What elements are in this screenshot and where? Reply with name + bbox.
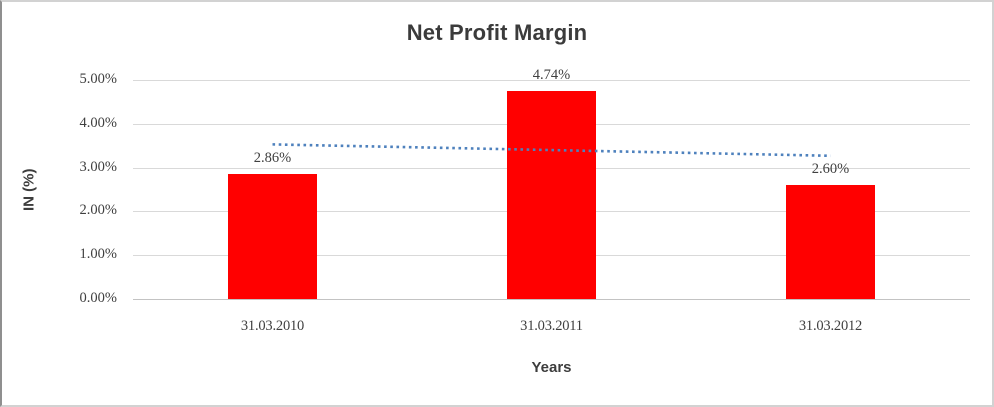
y-tick-label: 0.00% [79, 290, 117, 306]
bar-data-label: 4.74% [532, 67, 571, 84]
bar-data-label: 2.86% [253, 149, 292, 166]
y-axis-title: IN (%) [20, 168, 38, 211]
chart-title: Net Profit Margin [406, 20, 588, 45]
x-tick-label: 31.03.2012 [798, 318, 863, 334]
gridline [133, 80, 970, 81]
x-axis-title: Years [531, 359, 572, 376]
bar [786, 185, 875, 299]
x-axis-line [133, 299, 970, 300]
y-tick-label: 5.00% [79, 71, 117, 87]
x-tick-label: 31.03.2010 [240, 318, 305, 334]
y-tick-label: 1.00% [79, 246, 117, 263]
y-tick-label: 4.00% [79, 114, 117, 131]
bar-data-label: 2.60% [811, 161, 850, 178]
bar [507, 91, 596, 299]
bar [228, 173, 317, 299]
y-tick-label: 2.00% [79, 202, 117, 219]
x-tick-label: 31.03.2011 [520, 318, 583, 334]
y-tick-label: 3.00% [79, 158, 117, 175]
